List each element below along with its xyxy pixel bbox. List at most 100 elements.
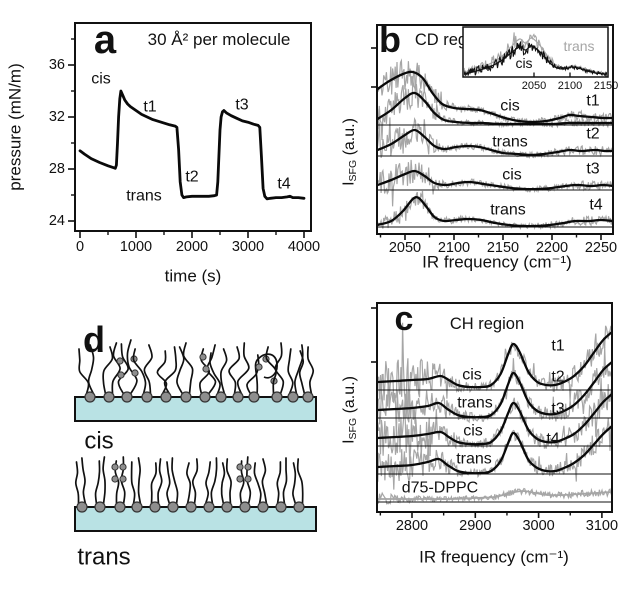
lipid-head [76, 501, 88, 513]
lipid-head [121, 391, 133, 403]
trace-label-t1: t1 [586, 93, 599, 110]
fit-curve [378, 361, 611, 419]
lipid-head [257, 501, 269, 513]
lipid-head [248, 391, 260, 403]
lipid-tail [209, 352, 221, 395]
lipid-tail [296, 458, 304, 505]
lipid-tail-bent [254, 353, 278, 395]
lipid-head [94, 501, 106, 513]
lipid-head [287, 391, 299, 403]
lipid-tail [298, 350, 306, 395]
annotation-t3: t3 [235, 97, 248, 114]
y-axis-label: ISFG (a.u.) [341, 118, 360, 186]
lipid-tail [117, 343, 129, 395]
lipid-tail [81, 457, 87, 505]
trace-label-cis: cis [502, 167, 522, 184]
lipid-tail [143, 344, 153, 395]
lipid-tail [282, 457, 288, 505]
panel-d-letter: d [83, 319, 105, 360]
trace-label-t3: t3 [586, 161, 599, 178]
azobenzene-dot [111, 475, 119, 483]
y-axis-label: ISFG (a.u.) [341, 376, 360, 444]
lipid-head [302, 391, 314, 403]
panel-b-inset: 2050 2100 2150 cis trans [462, 26, 618, 92]
noisy-trace [378, 487, 611, 505]
x-tick-label: 2250 [585, 240, 617, 256]
azobenzene-dot [236, 463, 244, 471]
azobenzene-dot [244, 475, 252, 483]
inset-label-cis: cis [515, 55, 532, 71]
trace-label-cis: cis [463, 423, 483, 440]
lipid-tail [292, 462, 297, 505]
y-tick-label: 36 [49, 57, 65, 73]
lipid-tail [130, 461, 136, 505]
x-tick-label: 1000 [120, 239, 152, 255]
trace-label-t3: t3 [551, 401, 564, 418]
lipid-tail [236, 342, 250, 395]
panel-a-letter: a [94, 18, 117, 62]
fit-curve [378, 196, 612, 228]
lipid-head [199, 391, 211, 403]
lipid-tail [204, 461, 212, 505]
trace-label-t4: t4 [546, 431, 559, 448]
lipid-tail [287, 348, 294, 395]
fit-curve [378, 331, 611, 389]
x-tick-label: 3000 [522, 518, 554, 534]
state-label-cis: cis [84, 428, 113, 455]
lipid-head [160, 391, 172, 403]
noisy-trace [378, 58, 612, 127]
lipid-head [203, 501, 215, 513]
x-axis-label: IR frequency (cm⁻¹) [419, 548, 569, 567]
panel-d: d cis trans [74, 319, 317, 571]
x-tick-label: 2800 [396, 518, 428, 534]
lipid-tail [274, 342, 285, 395]
azobenzene-dot [199, 353, 207, 361]
lipid-tail [102, 456, 106, 505]
monolayer-trans: trans [74, 456, 317, 571]
lipid-tail [157, 458, 163, 505]
noisy-trace [378, 116, 612, 159]
lipid-tail [225, 458, 232, 505]
water-surface [74, 506, 317, 532]
lipid-tail [276, 461, 282, 505]
panel-a: 0 1000 2000 3000 4000 24 28 32 36 a 30 Å² per mole… [6, 18, 321, 286]
lipid-head [103, 391, 115, 403]
state-label-trans: trans [77, 544, 130, 571]
fit-curve [378, 425, 611, 475]
inset-tick-label: 2150 [594, 80, 618, 92]
panel-b-letter: b [379, 19, 401, 60]
x-tick-label: 2050 [389, 240, 421, 256]
lipid-tail [163, 346, 178, 395]
monolayer-cis: cis [74, 339, 317, 455]
x-tick-label: 2900 [459, 518, 491, 534]
gray-reference-curve [378, 490, 611, 500]
lipid-head [131, 501, 143, 513]
lipid-tail [306, 346, 315, 395]
lipid-head [293, 501, 305, 513]
azobenzene-dot [119, 475, 127, 483]
lipid-head [239, 501, 251, 513]
azobenzene-dot [244, 463, 252, 471]
annotation-cis: cis [91, 71, 111, 88]
azobenzene-dot [236, 475, 244, 483]
x-axis-label: time (s) [165, 267, 222, 286]
trace-label-trans: trans [456, 451, 492, 468]
lipid-head [185, 501, 197, 513]
lipid-tail [210, 457, 218, 505]
trace-label-trans: trans [490, 202, 526, 219]
x-tick-label: 2150 [487, 240, 519, 256]
x-tick-label: 2000 [176, 239, 208, 255]
annotation-trans: trans [126, 188, 162, 205]
azobenzene-dot [202, 365, 210, 373]
lipid-head [221, 501, 233, 513]
fit-curve [378, 91, 612, 126]
y-axis-label: pressure (mN/m) [6, 63, 25, 191]
y-tick-label: 24 [49, 213, 65, 229]
lipid-tail [219, 348, 228, 395]
lipid-tail [87, 344, 95, 395]
fit-curve [378, 128, 612, 157]
pressure-curve [78, 89, 306, 201]
lipid-tail [166, 461, 171, 505]
panel-c-letter: c [395, 300, 414, 338]
lipid-tail [171, 457, 179, 505]
